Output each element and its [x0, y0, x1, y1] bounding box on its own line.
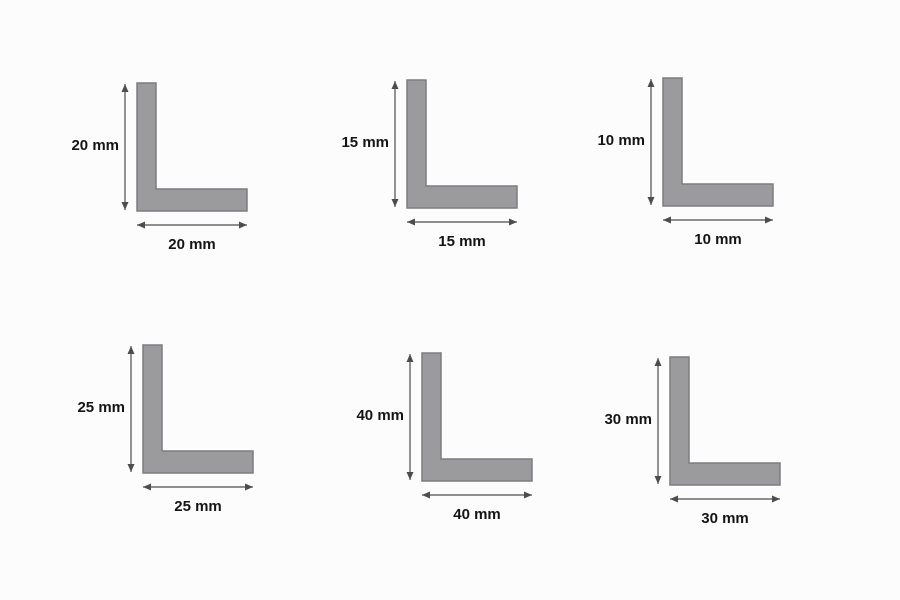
angle-profile-drawing	[647, 77, 774, 224]
l-profile-shape	[421, 352, 533, 482]
height-dimension-label: 20 mm	[71, 137, 119, 154]
width-dimension-label: 40 mm	[453, 506, 501, 523]
angle-profile-drawing	[391, 79, 518, 226]
width-dimension-label: 25 mm	[174, 498, 222, 515]
angle-profile-cell: 20 mm 20 mm	[65, 75, 315, 290]
width-dimension-label: 15 mm	[438, 233, 486, 250]
height-dimension-label: 40 mm	[356, 407, 404, 424]
l-profile-shape	[669, 356, 781, 486]
height-dimension-label: 25 mm	[77, 399, 125, 416]
angle-profile-cell: 25 mm 25 mm	[71, 337, 321, 552]
angle-profile-cell: 30 mm 30 mm	[598, 349, 848, 564]
l-profile-shape	[136, 82, 248, 212]
angle-profile-cell: 10 mm 10 mm	[591, 70, 841, 285]
height-dimension-label: 10 mm	[597, 132, 645, 149]
width-dimension-label: 10 mm	[694, 231, 742, 248]
width-dimension-label: 20 mm	[168, 236, 216, 253]
l-profile-shape	[662, 77, 774, 207]
angle-profile-drawing	[121, 82, 248, 229]
angle-profile-cell: 40 mm 40 mm	[350, 345, 600, 560]
angle-profile-drawing	[127, 344, 254, 491]
angle-profile-cell: 15 mm 15 mm	[335, 72, 585, 287]
height-dimension-label: 15 mm	[341, 134, 389, 151]
l-profile-shape	[142, 344, 254, 474]
angle-profile-drawing	[406, 352, 533, 499]
width-dimension-label: 30 mm	[701, 510, 749, 527]
l-profile-shape	[406, 79, 518, 209]
height-dimension-label: 30 mm	[604, 411, 652, 428]
angle-profile-drawing	[654, 356, 781, 503]
